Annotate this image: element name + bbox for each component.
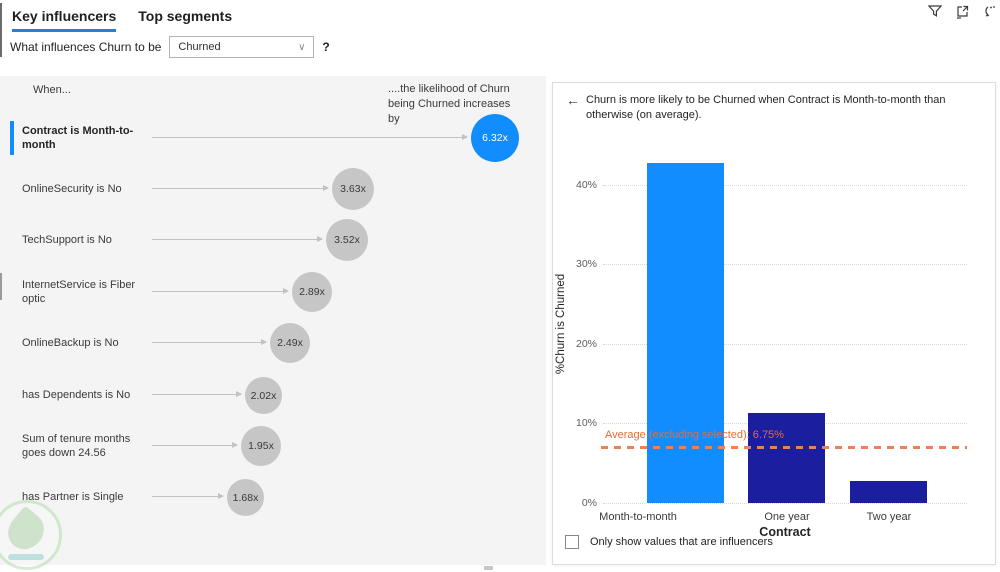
influence-bubble[interactable]: 2.49x: [270, 323, 310, 363]
y-axis-title: %Churn is Churned: [555, 273, 567, 375]
back-arrow-icon[interactable]: ←: [566, 92, 580, 108]
detail-card: ← Churn is more likely to be Churned whe…: [552, 82, 996, 565]
visual-tabs: Key influencers Top segments: [12, 8, 232, 32]
x-tick-label: One year: [764, 511, 810, 523]
bar-two-year[interactable]: [850, 480, 927, 503]
influence-arrow: [152, 391, 242, 397]
likelihood-column-header: ....the likelihood of Churn being Churne…: [388, 83, 511, 125]
average-line-label: Average (excluding selected): 6.75%: [605, 429, 784, 442]
question-prefix: What influences Churn to be: [10, 40, 162, 54]
tab-top-segments[interactable]: Top segments: [138, 8, 233, 24]
metric-dropdown[interactable]: Churned ∨: [169, 36, 315, 58]
only-influencers-label: Only show values that are influencers: [590, 536, 773, 548]
influencers-filter-row: Only show values that are influencers: [565, 535, 773, 549]
y-tick-label: 0%: [581, 497, 597, 509]
when-column-header: When...: [33, 84, 71, 96]
influencer-label: has Partner is Single: [22, 491, 124, 503]
influencer-label: Contract is Month-to-month: [22, 125, 134, 151]
y-tick-label: 20%: [575, 337, 597, 350]
influencer-label: OnlineBackup is No: [22, 337, 119, 349]
selected-indicator: [10, 121, 14, 155]
dropdown-value: Churned: [178, 41, 221, 53]
influencer-label: Sum of tenure months goes down 24.56: [22, 433, 131, 459]
focus-mode-icon[interactable]: [953, 2, 971, 20]
influence-arrow: [152, 442, 238, 448]
left-scrollbar-fragment[interactable]: [0, 3, 2, 57]
more-options-icon[interactable]: [980, 2, 998, 20]
bar-month-to-month[interactable]: [647, 163, 724, 503]
filter-icon[interactable]: [926, 2, 944, 20]
influence-arrow: [152, 493, 224, 499]
only-influencers-checkbox[interactable]: [565, 535, 579, 549]
bar-one-year[interactable]: [748, 413, 825, 503]
chevron-down-icon: ∨: [298, 41, 306, 53]
detail-title: Churn is more likely to be Churned when …: [586, 94, 946, 121]
influence-arrow: [152, 185, 329, 191]
x-axis-title: Contract: [759, 525, 811, 539]
y-tick-label: 40%: [575, 178, 597, 191]
left-scrollbar-thumb[interactable]: [0, 273, 2, 300]
influence-bubble[interactable]: 6.32x: [471, 114, 519, 162]
influencer-label: has Dependents is No: [22, 389, 131, 401]
influencer-label: InternetService is Fiber optic: [22, 279, 136, 305]
influence-arrow: [152, 236, 323, 242]
influence-arrow: [152, 288, 289, 294]
y-tick-label: 10%: [575, 417, 597, 430]
horizontal-scrollbar-thumb[interactable]: [484, 566, 493, 570]
influencers-panel: When... ....the likelihood of Churn bein…: [0, 76, 546, 565]
influence-bubble[interactable]: 2.89x: [292, 272, 332, 312]
influence-bubble[interactable]: 1.68x: [227, 479, 264, 516]
tab-key-influencers[interactable]: Key influencers: [12, 8, 117, 32]
plot-area: %Churn is Churned 0% 10% 20% 30% 40% Ave…: [555, 145, 967, 509]
x-tick-label: Two year: [866, 511, 912, 523]
influence-bubble[interactable]: 3.52x: [326, 219, 368, 261]
x-tick-label: Month-to-month: [599, 511, 677, 523]
y-tick-label: 30%: [575, 258, 597, 271]
help-question-mark[interactable]: ?: [322, 40, 330, 54]
question-row: What influences Churn to be Churned ∨ ?: [10, 36, 330, 58]
influence-bubble[interactable]: 1.95x: [241, 426, 281, 466]
influence-bubble[interactable]: 3.63x: [332, 168, 374, 210]
influence-arrow: [152, 339, 267, 345]
average-line: [601, 446, 967, 450]
visual-header-icons: [926, 2, 998, 20]
influencer-label: OnlineSecurity is No: [22, 183, 122, 195]
influencer-label: TechSupport is No: [22, 234, 112, 246]
influence-arrow: [152, 134, 468, 140]
influence-bubble[interactable]: 2.02x: [245, 377, 282, 414]
